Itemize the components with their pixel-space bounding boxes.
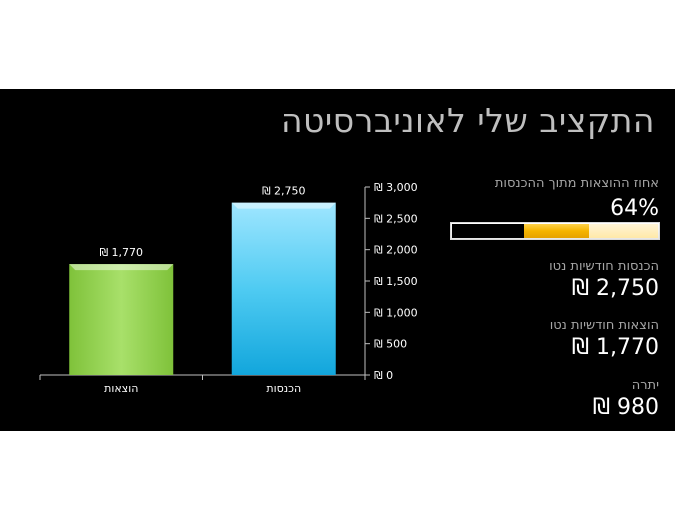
- y-tick-label: ₪ 1,500: [374, 275, 418, 288]
- bar-data-label: ₪ 2,750: [262, 185, 306, 198]
- expenses-value: ₪ 1,770: [571, 335, 659, 360]
- percent-label: אחוז ההוצאות מתוך ההכנסות: [494, 176, 659, 191]
- balance-value: ₪ 980: [592, 395, 659, 420]
- y-tick-label: ₪ 3,000: [374, 181, 418, 194]
- expense-ratio-progress-bar: [450, 222, 660, 240]
- balance-label: יתרה: [631, 378, 659, 393]
- bar-data-label: ₪ 1,770: [99, 246, 143, 259]
- income-value: ₪ 2,750: [571, 276, 659, 301]
- bar-bevel: [231, 202, 336, 209]
- expenses-label: הוצאות חודשיות נטו: [549, 318, 659, 333]
- y-tick-label: ₪ 1,000: [374, 306, 418, 319]
- bar-0: [69, 264, 174, 375]
- budget-bar-chart: ₪ 0 ₪ 500 ₪ 1,000 ₪ 1,500 ₪ 2,000 ₪ 2,500 ₪ 3,…: [39, 181, 418, 395]
- percent-value: 64%: [610, 196, 659, 221]
- category-label: הוצאות: [104, 382, 138, 395]
- y-tick-label: ₪ 2,500: [374, 212, 418, 225]
- income-label: הכנסות חודשיות נטו: [549, 259, 659, 274]
- y-tick-label: ₪ 0: [374, 369, 393, 382]
- bar-1: [231, 202, 336, 375]
- slide-title: התקציב שלי לאוניברסיטה: [280, 101, 655, 140]
- y-tick-label: ₪ 500: [374, 338, 407, 351]
- progress-fill: [524, 224, 589, 238]
- bar-bevel: [69, 264, 174, 271]
- budget-slide: התקציב שלי לאוניברסיטה ₪ 0 ₪ 500 ₪ 1,000 ₪ …: [0, 89, 675, 431]
- y-tick-label: ₪ 2,000: [374, 244, 418, 257]
- category-label: הכנסות: [266, 382, 301, 395]
